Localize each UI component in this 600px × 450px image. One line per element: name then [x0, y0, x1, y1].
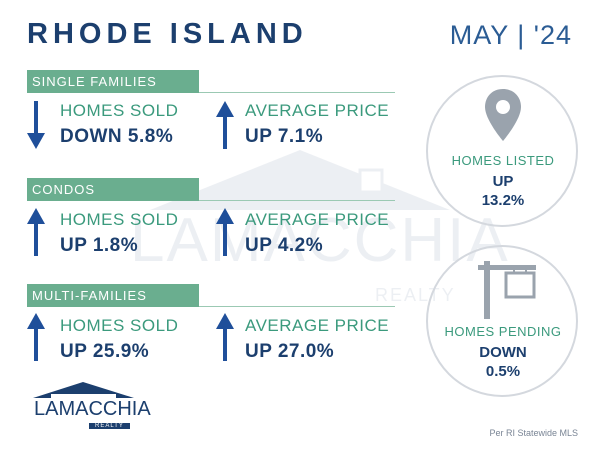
section-band-condos: CONDOS — [27, 178, 199, 201]
homes-pending-label: HOMES PENDING — [444, 324, 562, 339]
logo-text: LAMACCHIA — [34, 398, 151, 420]
arrow-up-icon — [216, 101, 234, 149]
arrow-up-icon — [216, 208, 234, 256]
homes-pending-circle: HOMES PENDING DOWN 0.5% — [426, 245, 578, 397]
sign-post-icon — [478, 261, 536, 319]
section-rule — [199, 92, 395, 93]
average-price-label: AVERAGE PRICE — [245, 210, 390, 229]
arrow-up-icon — [27, 313, 45, 361]
homes-sold-label: HOMES SOLD — [60, 210, 179, 229]
watermark-text: LAMACCHIA — [130, 206, 510, 275]
logo-house-icon — [33, 382, 134, 398]
homes-listed-value: 13.2% — [481, 192, 525, 209]
arrow-up-icon — [216, 313, 234, 361]
homes-listed-circle: HOMES LISTED UP 13.2% — [426, 75, 578, 227]
homes-sold-value: UP 25.9% — [60, 341, 150, 362]
map-pin-icon — [485, 89, 521, 141]
source-note: Per RI Statewide MLS — [489, 428, 578, 438]
average-price-value: UP 7.1% — [245, 126, 324, 147]
homes-pending-direction: DOWN — [479, 344, 527, 361]
section-band-multi-families: MULTI-FAMILIES — [27, 284, 199, 307]
watermark-house-icon — [150, 150, 450, 210]
arrow-down-icon — [27, 101, 45, 149]
brand-logo: LAMACCHIA REALTY — [31, 380, 151, 432]
homes-sold-value: DOWN 5.8% — [60, 126, 174, 147]
homes-sold-label: HOMES SOLD — [60, 101, 179, 120]
homes-sold-value: UP 1.8% — [60, 235, 139, 256]
average-price-value: UP 27.0% — [245, 341, 335, 362]
logo-sub: REALTY — [89, 423, 130, 429]
arrow-up-icon — [27, 208, 45, 256]
homes-pending-value: 0.5% — [485, 363, 521, 380]
section-rule — [199, 200, 395, 201]
section-rule — [199, 306, 395, 307]
homes-sold-label: HOMES SOLD — [60, 316, 179, 335]
average-price-label: AVERAGE PRICE — [245, 101, 390, 120]
homes-listed-direction: UP — [492, 173, 514, 190]
homes-listed-label: HOMES LISTED — [451, 153, 555, 168]
average-price-value: UP 4.2% — [245, 235, 324, 256]
report-date: MAY | '24 — [449, 20, 572, 50]
watermark: LAMACCHIA REALTY — [130, 150, 508, 325]
average-price-label: AVERAGE PRICE — [245, 316, 390, 335]
section-band-single-families: SINGLE FAMILIES — [27, 70, 199, 93]
page-title: RHODE ISLAND — [27, 18, 308, 50]
